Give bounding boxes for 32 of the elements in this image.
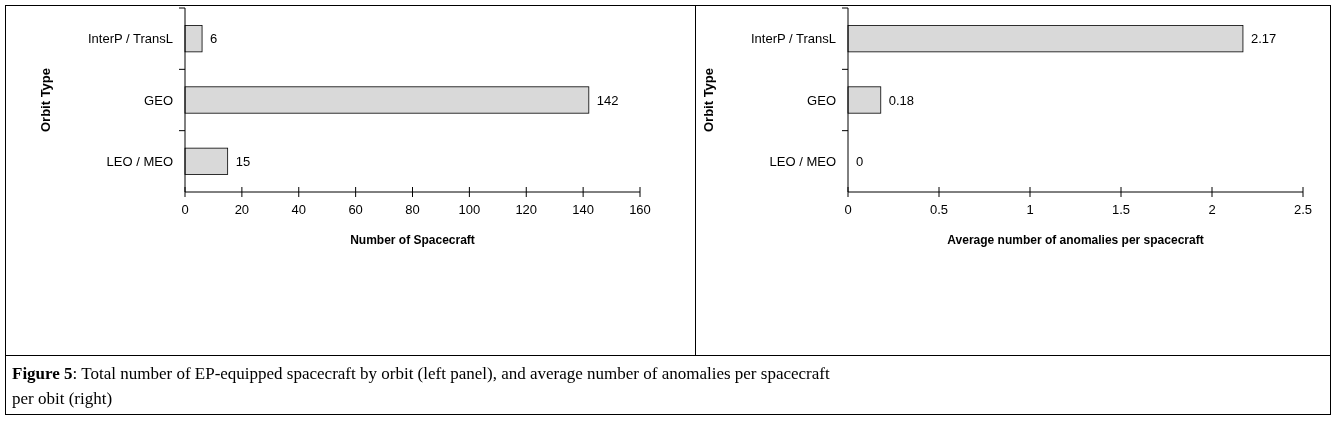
y-tick-label: LEO / MEO (769, 153, 836, 169)
x-tick-label: 120 (515, 202, 538, 217)
data-label: 6 (210, 31, 218, 47)
data-label: 142 (596, 92, 619, 108)
x-tick-label: 140 (572, 202, 594, 217)
x-tick-label: 60 (348, 202, 363, 217)
x-tick-label: 0 (181, 202, 189, 217)
y-tick-label: InterP / TransL (750, 31, 836, 47)
x-tick-label: 1 (1026, 202, 1034, 217)
x-tick-label: 20 (234, 202, 250, 217)
x-tick-label: 2.5 (1293, 202, 1313, 217)
x-axis-title: Number of Spacecraft (350, 233, 475, 247)
x-tick-label: 0 (844, 202, 852, 217)
y-axis-title: Orbit Type (700, 67, 716, 133)
caption: Figure 5: Total number of EP-equipped spacecraft by orbit (left panel), and average number of anomalies per spacecraft per obit (right) (12, 364, 830, 408)
x-axis-title: Average number of anomalies per spacecraft (947, 233, 1204, 247)
y-tick-label: GEO (144, 92, 173, 108)
y-tick-label: LEO / MEO (106, 153, 173, 169)
y-tick-label: GEO (807, 92, 836, 108)
x-tick-label: 2 (1208, 202, 1216, 217)
x-tick-label: 1.5 (1111, 202, 1131, 217)
x-tick-label: 40 (291, 202, 306, 217)
data-label: 15 (235, 153, 251, 169)
y-tick-label: InterP / TransL (87, 31, 173, 47)
y-axis-title: Orbit Type (37, 67, 53, 133)
x-tick-label: 0.5 (929, 202, 949, 217)
data-label: 0 (856, 153, 864, 169)
data-label: 0.18 (888, 92, 915, 108)
x-tick-label: 160 (629, 202, 651, 217)
x-tick-label: 100 (458, 202, 481, 217)
x-tick-label: 80 (405, 202, 420, 217)
data-label: 2.17 (1250, 31, 1277, 47)
